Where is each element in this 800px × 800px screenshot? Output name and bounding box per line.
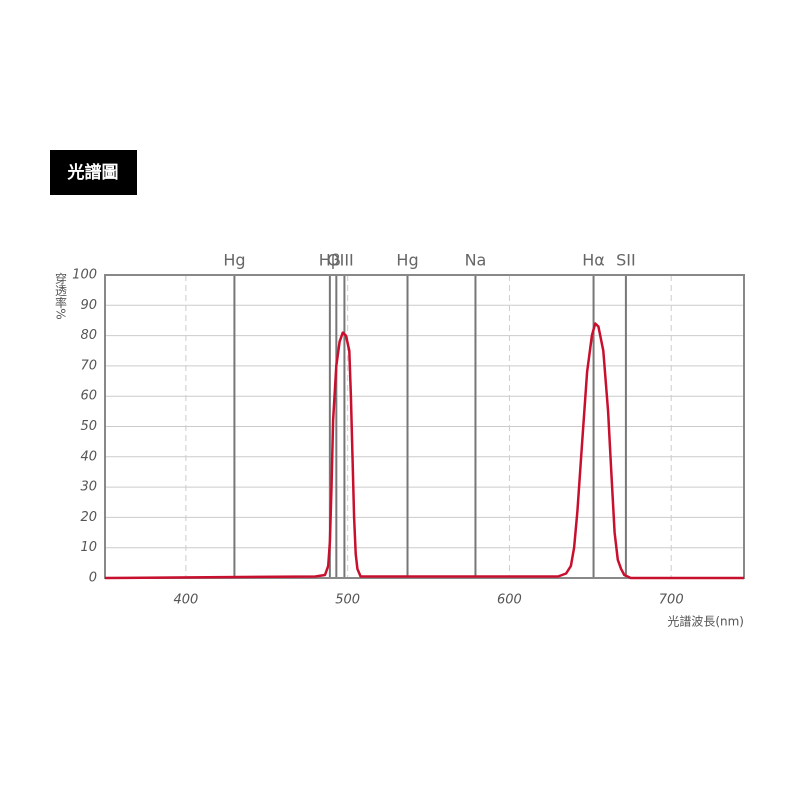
y-tick-label: 70 xyxy=(80,358,97,373)
reference-label: Hα xyxy=(582,251,605,270)
y-tick-label: 20 xyxy=(80,510,97,525)
y-tick-label: 100 xyxy=(72,268,97,283)
chart-title: 光譜圖 xyxy=(67,162,119,183)
y-tick-label: 40 xyxy=(80,449,97,464)
x-tick-label: 700 xyxy=(659,593,684,608)
y-tick-label: 90 xyxy=(80,298,97,313)
y-tick-label: 0 xyxy=(89,571,97,586)
y-tick-label: 60 xyxy=(80,389,97,404)
title-box xyxy=(50,150,137,195)
x-tick-label: 600 xyxy=(497,593,522,608)
x-tick-label: 500 xyxy=(335,593,360,608)
transmission-curve xyxy=(104,322,744,580)
y-tick-label: 50 xyxy=(80,419,97,434)
reference-label: SII xyxy=(616,251,636,270)
y-axis-label: 穿透率% xyxy=(54,271,68,320)
y-tick-label: 80 xyxy=(80,328,97,343)
reference-label: Hg xyxy=(396,251,418,270)
y-tick-label: 10 xyxy=(80,540,97,555)
reference-label: OIII xyxy=(327,251,354,270)
reference-label: Na xyxy=(465,251,487,270)
x-axis-label: 光譜波長(nm) xyxy=(667,614,744,629)
reference-label: Hβ xyxy=(319,251,341,270)
y-tick-label: 30 xyxy=(80,480,97,495)
x-tick-label: 400 xyxy=(173,593,198,608)
plot-frame xyxy=(104,274,745,579)
reference-label: Hg xyxy=(223,251,245,270)
